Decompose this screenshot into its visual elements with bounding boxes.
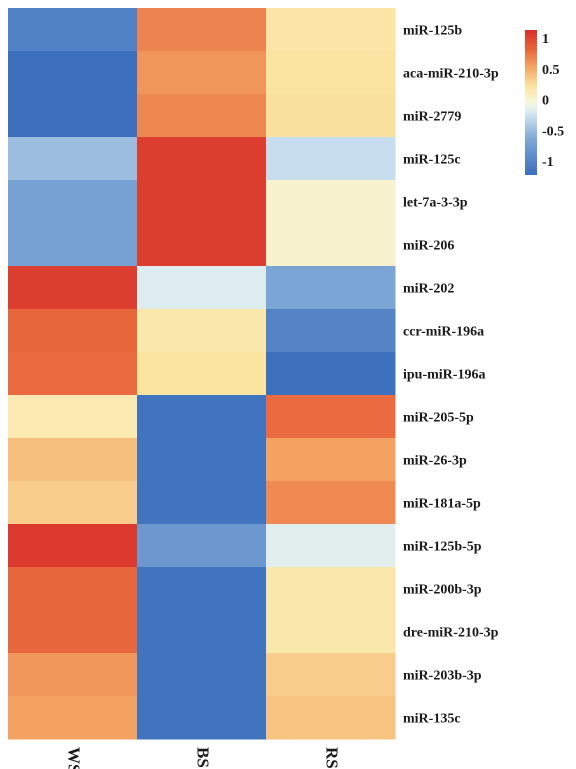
heatmap-cell [137,223,267,267]
heatmap-cell [8,524,138,568]
heatmap-cell [8,438,138,482]
row-label: miR-125c [403,153,461,168]
heatmap-cell [8,567,138,611]
row-label: miR-206 [403,239,454,254]
heatmap-cell [266,524,396,568]
heatmap-cell [137,610,267,654]
heatmap-cell [266,51,396,95]
legend-tick-label: 0 [542,94,549,109]
column-label: RS [323,747,342,769]
column-label: WS [65,747,84,769]
legend-ticks: 1 0.5 0 -0.5 -1 [542,32,564,170]
row-label: ipu-miR-196a [403,368,485,383]
row-label: miR-202 [403,282,454,297]
heatmap-cell [137,8,267,52]
heatmap-cell [266,8,396,52]
row-label: miR-2779 [403,110,461,125]
column-label: BS [194,747,213,768]
legend-tick-label: 0.5 [542,63,560,78]
legend-tick-label: -0.5 [542,124,564,139]
heatmap-cell [8,481,138,525]
heatmap-cell [8,223,138,267]
legend-color-bar [525,30,537,175]
heatmap-cell [8,137,138,181]
row-label: miR-125b [403,24,462,39]
heatmap-cell [8,180,138,224]
heatmap-cell [8,352,138,396]
heatmap-cell [266,137,396,181]
heatmap-cell [266,696,396,740]
heatmap-cell [8,8,138,52]
heatmap-cell [137,395,267,439]
legend-tick-label: 1 [542,32,549,47]
heatmap-cell [137,524,267,568]
row-label: miR-205-5p [403,411,474,426]
color-legend: 1 0.5 0 -0.5 -1 [525,30,564,175]
row-label: dre-miR-210-3p [403,626,499,641]
row-label: ccr-miR-196a [403,325,484,340]
heatmap-cell [266,266,396,310]
row-label: miR-135c [403,712,461,727]
row-label: miR-125b-5p [403,540,482,555]
heatmap-cell [266,309,396,353]
heatmap-cell [8,653,138,697]
heatmap-cell [137,481,267,525]
heatmap-cell [8,51,138,95]
row-label: aca-miR-210-3p [403,67,499,82]
heatmap-cell [266,180,396,224]
heatmap-cell [266,481,396,525]
heatmap-cell [137,266,267,310]
row-label: let-7a-3-3p [403,196,468,211]
heatmap-cell [266,610,396,654]
heatmap-cell [266,352,396,396]
heatmap-cell [266,567,396,611]
row-label: miR-203b-3p [403,669,482,684]
heatmap-cell [137,696,267,740]
column-labels: WS BS RS [65,747,342,769]
row-label: miR-26-3p [403,454,467,469]
heatmap-cell [137,94,267,138]
heatmap-cell [266,653,396,697]
heatmap-cell [266,94,396,138]
heatmap-cell [137,352,267,396]
heatmap-cell [137,653,267,697]
heatmap-cell [8,309,138,353]
heatmap-cell [266,223,396,267]
heatmap-cell [266,395,396,439]
heatmap-cell [8,610,138,654]
heatmap-cell [137,180,267,224]
heatmap-cell [8,696,138,740]
heatmap-cell [137,438,267,482]
row-label: miR-181a-5p [403,497,481,512]
row-labels: miR-125b aca-miR-210-3p miR-2779 miR-125c le… [403,24,499,727]
heatmap-cell [8,94,138,138]
legend-tick-label: -1 [542,155,554,170]
heatmap-cell [8,266,138,310]
heatmap-cell [137,51,267,95]
heatmap-cell [266,438,396,482]
heatmap-cell [8,395,138,439]
heatmap-cell [137,567,267,611]
heatmap-cell [137,309,267,353]
row-label: miR-200b-3p [403,583,482,598]
heatmap-cell [137,137,267,181]
heatmap-cells [8,8,396,740]
